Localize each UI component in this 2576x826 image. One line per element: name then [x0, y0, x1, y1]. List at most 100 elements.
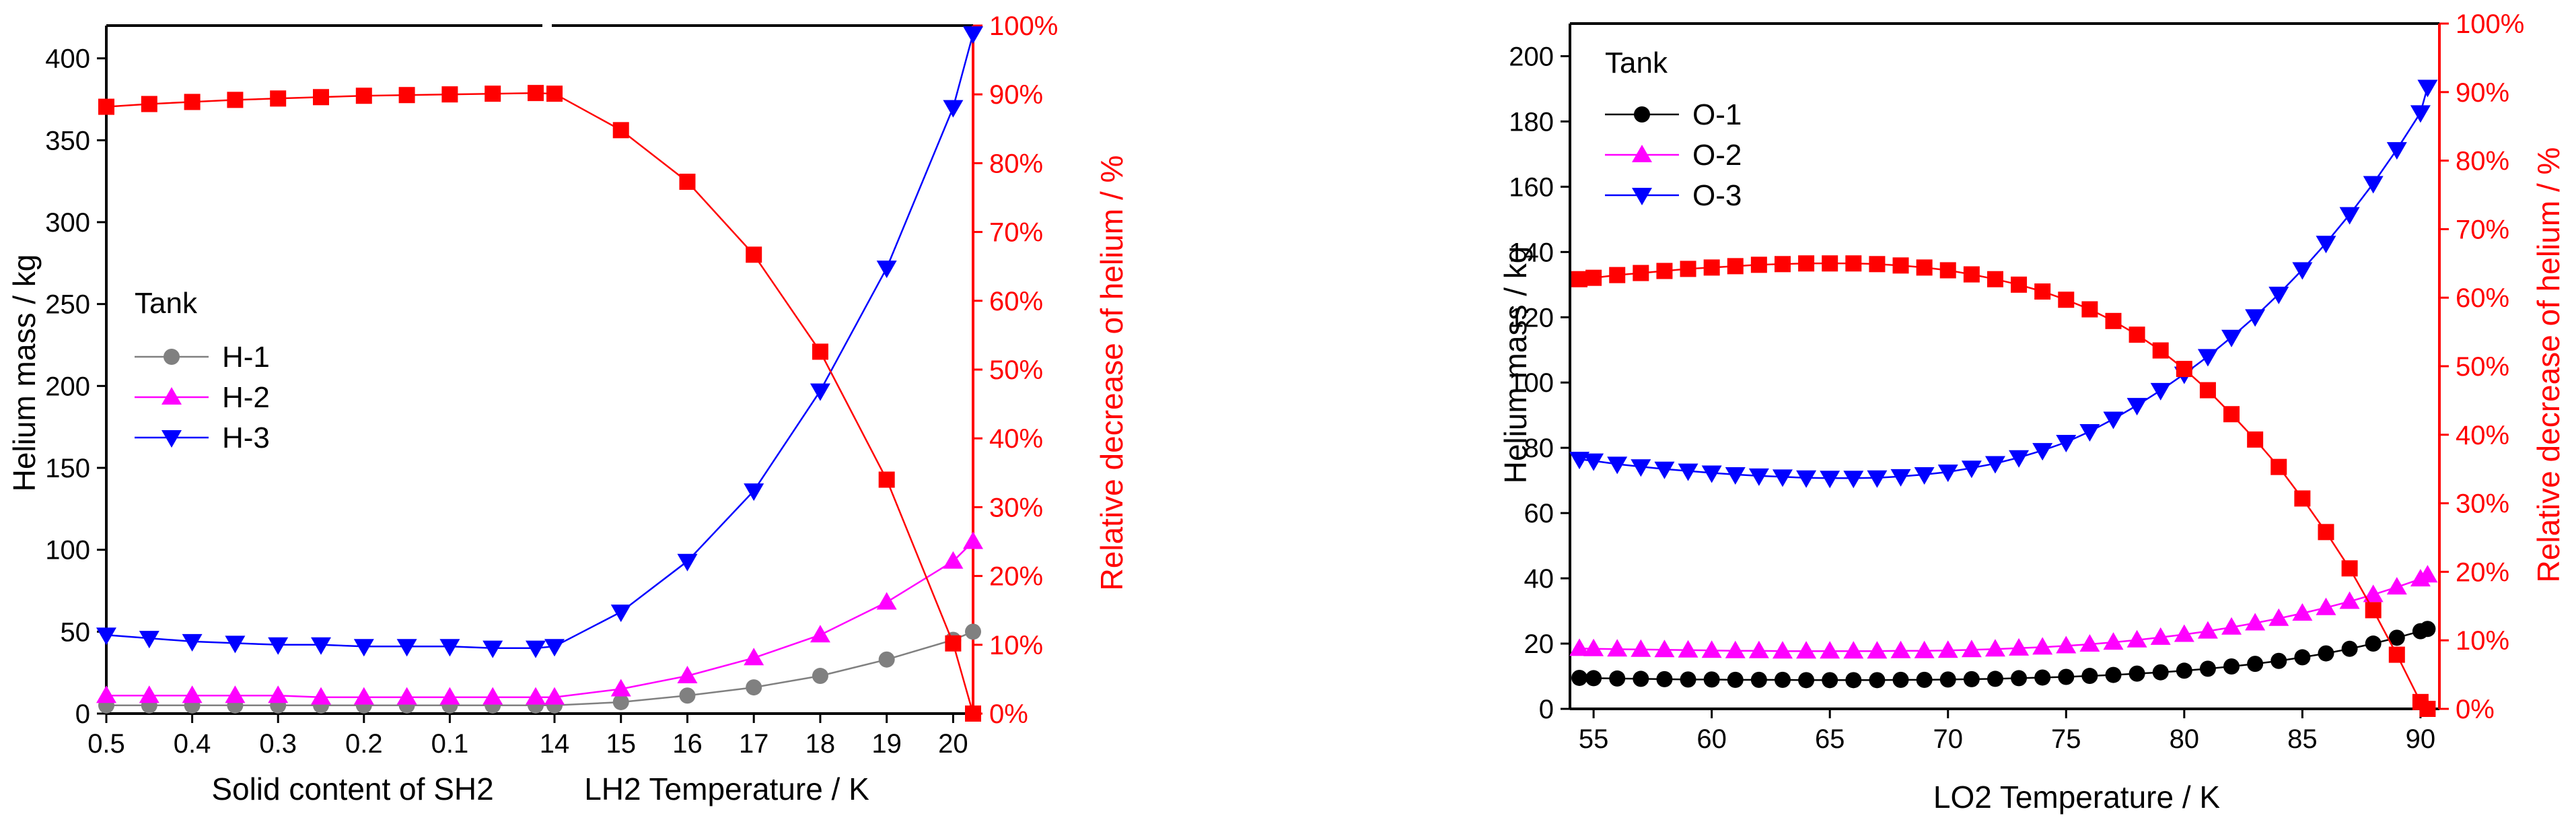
legend-label-H-2: H-2 [222, 381, 270, 414]
data-point-O-1 [1939, 671, 1956, 688]
data-point-O-1 [2011, 670, 2028, 687]
data-point-O-1 [1633, 670, 1649, 687]
y-tick-label: 160 [1509, 172, 1554, 202]
data-point-O-1 [1750, 671, 1767, 688]
data-point-H-2 [482, 687, 503, 705]
data-point-H-1 [878, 651, 895, 668]
y2-tick-label: 90% [989, 80, 1043, 110]
data-point-O-2 [2339, 591, 2360, 609]
data-point-O-2 [1984, 639, 2005, 657]
data-point-O-2 [1843, 641, 1864, 659]
x-tick-label-temperature: 19 [871, 729, 902, 759]
data-point-Relative decrease [270, 90, 287, 107]
y-tick-label: 200 [1509, 42, 1554, 71]
y-tick-label: 0 [75, 699, 90, 729]
data-point-O-2 [2103, 632, 2124, 650]
data-point-O-3 [2032, 443, 2053, 461]
data-point-O-3 [2316, 236, 2336, 254]
y-tick-label: 180 [1509, 107, 1554, 137]
hydrogen-tank-chart: 0 50 100 150 200 250 300 350 400 0% 10% 20% 30% 40% 50… [7, 11, 1129, 806]
y-tick-label: 50 [61, 617, 91, 647]
y2-tick-label: 100% [989, 11, 1058, 41]
data-point-O-1 [1987, 670, 2003, 687]
data-point-Relative decrease [98, 98, 114, 115]
data-point-H-3 [311, 637, 331, 655]
y2-tick-label: 10% [989, 631, 1043, 660]
data-point-Relative decrease [1727, 258, 1744, 275]
data-point-O-3 [2150, 382, 2171, 401]
data-point-O-1 [2199, 660, 2216, 677]
data-point-Relative decrease [2128, 326, 2145, 343]
data-point-O-2 [2126, 629, 2147, 648]
data-point-Relative decrease [1750, 256, 1767, 273]
x-tick-label-temperature: 14 [540, 729, 570, 759]
data-point-O-3 [2056, 434, 2077, 452]
data-point-H-3 [225, 635, 246, 654]
data-point-O-3 [2417, 79, 2438, 98]
data-point-Relative decrease [441, 86, 458, 103]
data-point-Relative decrease [485, 85, 501, 102]
data-point-Relative decrease [2419, 701, 2436, 717]
data-point-Relative decrease [141, 96, 157, 112]
data-point-O-1 [2270, 652, 2287, 669]
data-point-O-2 [1961, 640, 1982, 658]
data-point-O-1 [1798, 672, 1815, 689]
data-point-O-1 [1845, 672, 1862, 689]
data-point-H-2 [96, 685, 116, 703]
data-point-O-3 [2363, 176, 2384, 194]
data-point-H-3 [182, 633, 203, 652]
y-tick-label: 350 [45, 126, 90, 156]
data-point-H-2 [943, 551, 964, 569]
data-point-H-2 [311, 687, 331, 705]
data-point-O-2 [2197, 621, 2218, 639]
data-point-O-2 [2268, 608, 2289, 626]
data-point-O-1 [2294, 649, 2311, 666]
data-point-O-1 [1680, 671, 1696, 688]
data-point-Relative decrease [1892, 257, 1909, 274]
data-point-O-3 [2410, 105, 2431, 123]
data-point-H-2 [810, 625, 830, 643]
chart-b-y2-axis-label: Relative decrease of helium / % [2531, 147, 2566, 583]
data-point-O-2 [2363, 584, 2384, 603]
data-point-O-1 [1822, 672, 1838, 689]
data-point-O-1 [1585, 670, 1602, 687]
data-point-O-2 [2056, 635, 2077, 654]
data-point-O-2 [1772, 641, 1793, 659]
data-point-H-2 [744, 648, 764, 666]
legend-label-H-1: H-1 [222, 341, 270, 374]
data-point-O-1 [2034, 669, 2051, 686]
chart-b-x-axis-label: LO2 Temperature / K [1933, 780, 2220, 815]
data-point-O-1 [1869, 672, 1886, 689]
data-point-Relative decrease [945, 635, 962, 652]
x-tick-label-temperature: 16 [672, 729, 703, 759]
data-point-O-2 [2150, 627, 2171, 645]
data-point-Relative decrease [1680, 261, 1696, 277]
data-point-H-3 [876, 261, 897, 279]
data-point-O-1 [2223, 658, 2240, 675]
data-point-O-2 [2316, 597, 2336, 615]
data-point-Relative decrease [2318, 524, 2334, 541]
data-point-O-1 [2128, 665, 2145, 682]
legend-marker-O-1 [1634, 106, 1650, 123]
y2-tick-label: 70% [2456, 215, 2509, 244]
y2-tick-label: 70% [989, 218, 1043, 248]
data-point-Relative decrease [1633, 265, 1649, 281]
data-point-O-3 [1796, 470, 1817, 488]
data-point-O-2 [2032, 637, 2053, 655]
data-point-Relative decrease [355, 88, 372, 104]
data-point-H-3 [677, 553, 698, 572]
data-point-H-3 [810, 383, 830, 401]
data-point-H-2 [268, 685, 289, 703]
data-point-O-2 [1607, 639, 1628, 657]
y2-tick-label: 50% [989, 355, 1043, 385]
x-tick-label-solid: 0.1 [431, 729, 469, 759]
data-point-O-3 [1569, 452, 1590, 470]
data-point-H-3 [963, 26, 983, 44]
data-point-Relative decrease [184, 94, 201, 110]
x-tick-label: 90 [2406, 724, 2436, 754]
x-tick-label: 60 [1696, 724, 1727, 754]
data-point-Relative decrease [2011, 276, 2028, 293]
data-point-O-3 [1583, 453, 1604, 471]
data-point-Relative decrease [2058, 291, 2075, 308]
chart-a-y2-axis-label: Relative decrease of helium / % [1094, 156, 1129, 591]
